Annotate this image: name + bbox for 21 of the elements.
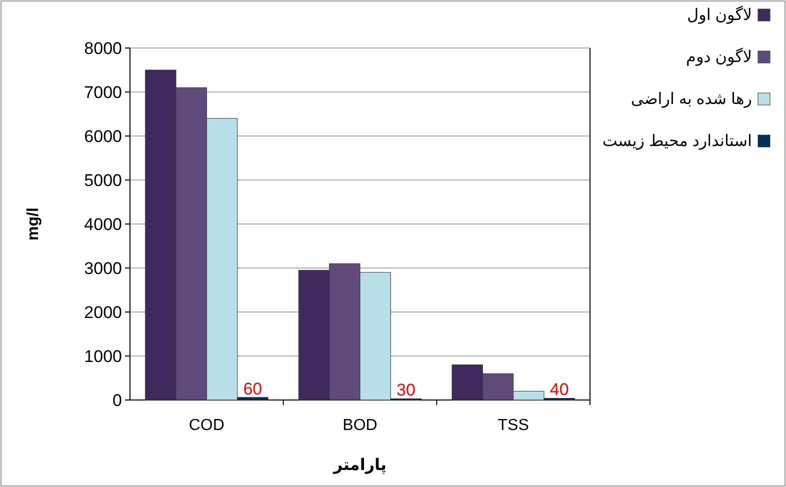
y-tick-label: 6000	[84, 127, 122, 146]
y-axis-title: mg/l	[25, 208, 42, 240]
data-label: 40	[550, 380, 569, 400]
legend-label: رها شده به اراضی	[630, 91, 752, 108]
x-tick-label: COD	[188, 417, 224, 434]
legend-label: لاگون دوم	[686, 47, 752, 66]
y-tick-label: 2000	[84, 303, 122, 322]
x-tick-label: TSS	[498, 417, 529, 434]
y-tick-label: 3000	[84, 259, 122, 278]
y-tick-label: 1000	[84, 347, 122, 366]
x-tick-label: BOD	[342, 417, 378, 434]
y-tick-label: 0	[112, 391, 122, 410]
y-tick-label: 5000	[84, 171, 122, 190]
y-tick-label: 4000	[84, 215, 122, 234]
legend-label: استاندارد محیط زیست	[602, 133, 752, 150]
y-tick-label: 7000	[84, 83, 122, 102]
data-label: 30	[396, 380, 416, 400]
legend-label: لاگون اول	[687, 5, 752, 24]
y-tick-label: 8000	[84, 39, 122, 58]
data-label: 60	[243, 379, 262, 398]
x-axis-title: پارامتر	[332, 457, 387, 474]
